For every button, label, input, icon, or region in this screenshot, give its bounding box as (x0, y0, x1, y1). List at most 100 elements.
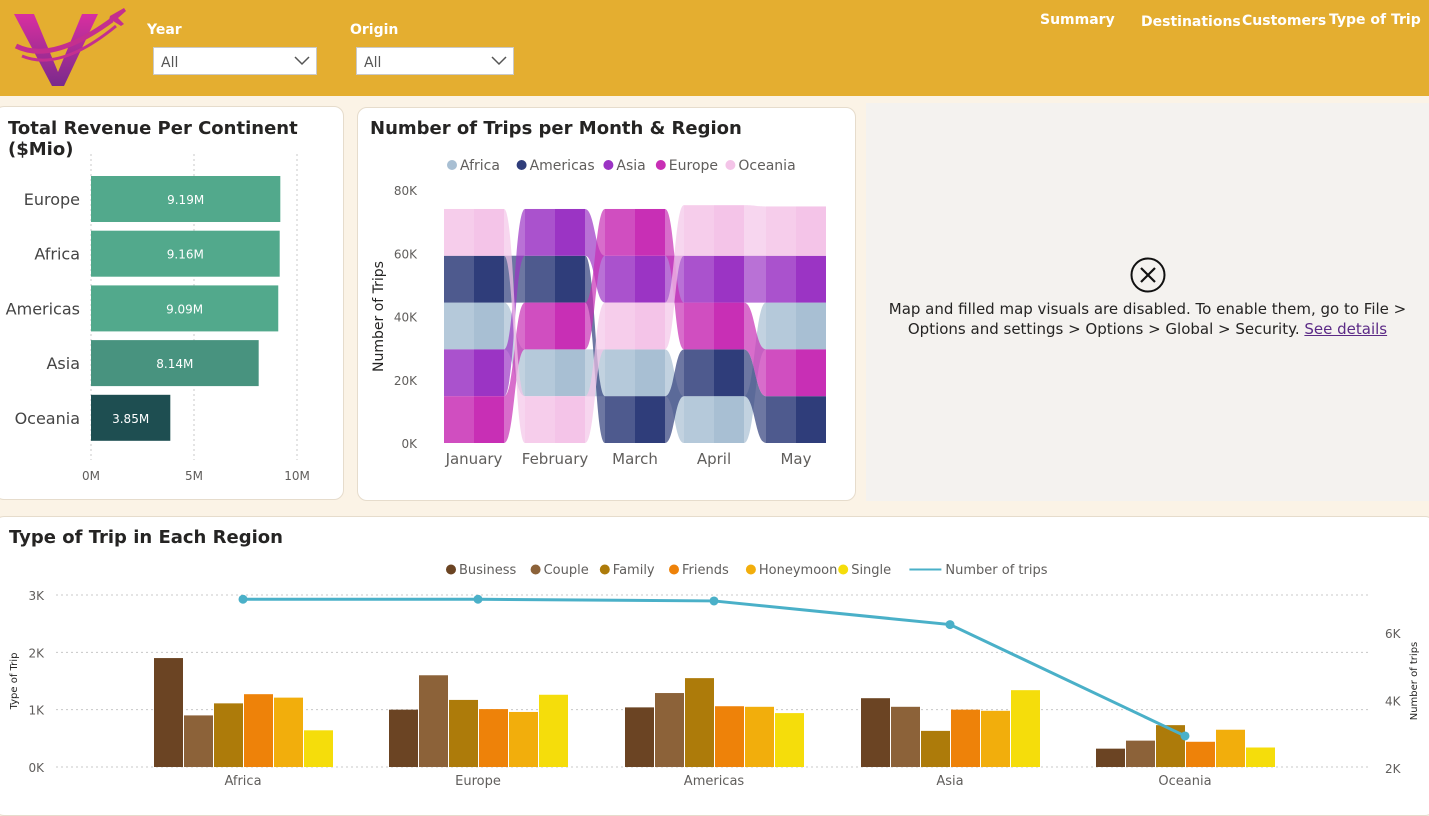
trips-month-chart-title: Number of Trips per Month & Region (370, 118, 742, 139)
trip-type-bar (685, 678, 714, 767)
map-message-line2: Options and settings > Options > Global … (907, 320, 1300, 338)
map-message-line1: Map and filled map visuals are disabled.… (888, 300, 1407, 318)
ribbon-segment (684, 302, 714, 350)
legend-label: Single (851, 563, 891, 578)
ribbon-segment (684, 205, 714, 256)
legend-marker (725, 160, 736, 170)
legend-label: Oceania (738, 158, 795, 174)
legend-label: Business (459, 563, 517, 578)
legend-label: Honeymoon (759, 563, 837, 578)
line-point (238, 594, 248, 604)
nav-destinations[interactable]: Destinations (1141, 14, 1241, 30)
legend-label: Family (613, 563, 655, 578)
x-tick-label: January (445, 450, 503, 468)
revenue-bar (91, 230, 280, 277)
ribbon-segment (635, 396, 665, 443)
legend-label: Americas (530, 158, 595, 174)
line-point (709, 596, 719, 606)
ribbon-band (744, 349, 766, 443)
trip-type-bar (449, 699, 478, 767)
ribbon-segment (605, 255, 635, 303)
trip-type-bar (745, 706, 774, 767)
trip-type-bar (775, 713, 804, 767)
trip-type-bar (1126, 740, 1155, 767)
ribbon-segment (555, 349, 585, 397)
ribbon-segment (766, 302, 796, 350)
x-tick-label: Europe (455, 774, 501, 789)
ribbon-segment (525, 255, 555, 303)
legend-label: Couple (544, 563, 589, 578)
ribbon-segment (796, 302, 826, 350)
revenue-bar (91, 394, 171, 441)
trip-type-bar (655, 693, 684, 767)
legend-label: Asia (616, 158, 645, 174)
x-tick-label: April (697, 450, 731, 468)
year-dropdown-value: All (161, 55, 179, 71)
trip-type-bar (1011, 690, 1040, 767)
trip-type-bar (1186, 741, 1215, 767)
trip-type-bar (184, 715, 213, 767)
category-label: Africa (34, 245, 80, 264)
trip-type-bar (154, 658, 183, 767)
y2-tick-label: 2K (1385, 762, 1402, 776)
y-tick-label: 20K (394, 374, 418, 388)
trip-type-bar (509, 711, 538, 767)
category-label: Oceania (15, 409, 80, 428)
ribbon-segment (444, 208, 474, 256)
ribbon-segment (474, 302, 504, 350)
ribbon-segment (714, 349, 744, 397)
trip-type-bar (1096, 748, 1125, 767)
trip-type-bar (891, 706, 920, 767)
ribbon-segment (605, 302, 635, 350)
y-tick-label: 40K (394, 311, 418, 325)
y-tick-label: 1K (28, 704, 45, 718)
data-label: 3.85M (112, 412, 149, 426)
ribbon-segment (766, 349, 796, 397)
origin-dropdown[interactable]: All (356, 47, 514, 75)
trip-type-bar (539, 694, 568, 767)
trip-type-bar (479, 709, 508, 767)
y-tick-label: 0K (28, 761, 45, 775)
ribbon-segment (605, 349, 635, 397)
ribbon-segment (714, 205, 744, 256)
x-tick-label: May (780, 450, 811, 468)
year-dropdown[interactable]: All (153, 47, 317, 75)
ribbon-segment (525, 396, 555, 443)
chevron-down-icon (294, 56, 310, 66)
trip-type-bar (214, 703, 243, 767)
airline-v-logo-icon (14, 8, 126, 86)
legend-marker (838, 564, 849, 575)
revenue-bar-chart: 0M 5M 10M Europe 9.19M Africa 9.16M Americas 9.0… (6, 154, 310, 483)
y2-tick-label: 6K (1385, 627, 1402, 641)
ribbon-band (744, 255, 766, 303)
nav-summary[interactable]: Summary (1040, 12, 1115, 28)
trip-type-bar (625, 707, 654, 767)
legend-marker (599, 564, 610, 575)
see-details-link[interactable]: See details (1304, 320, 1388, 338)
legend-marker (516, 160, 527, 170)
trip-type-bar (981, 710, 1010, 767)
ribbon-band (665, 349, 684, 443)
trip-type-bar (1156, 725, 1185, 767)
nav-customers[interactable]: Customers (1242, 13, 1327, 29)
year-filter-label: Year (147, 22, 182, 38)
nav-type-of-trip[interactable]: Type of Trip (1329, 12, 1421, 28)
legend-marker (447, 160, 457, 170)
ribbon-band (744, 205, 766, 256)
trip-type-bar (1246, 747, 1275, 767)
ribbon-segment (714, 302, 744, 350)
ribbon-band (585, 302, 605, 443)
ribbon-segment (796, 396, 826, 443)
close-circle-icon (1130, 257, 1166, 293)
trip-type-bar (861, 698, 890, 767)
ribbon-segment (766, 206, 796, 256)
y2-tick-label: 4K (1385, 695, 1402, 709)
legend-marker (530, 564, 541, 575)
legend-marker (745, 564, 756, 575)
data-label: 9.19M (167, 193, 204, 207)
type-trip-chart-title: Type of Trip in Each Region (9, 527, 283, 548)
legend-label: Europe (669, 158, 718, 174)
chevron-down-icon (491, 56, 507, 66)
data-label: 9.09M (166, 302, 203, 316)
category-label: Americas (6, 299, 80, 318)
